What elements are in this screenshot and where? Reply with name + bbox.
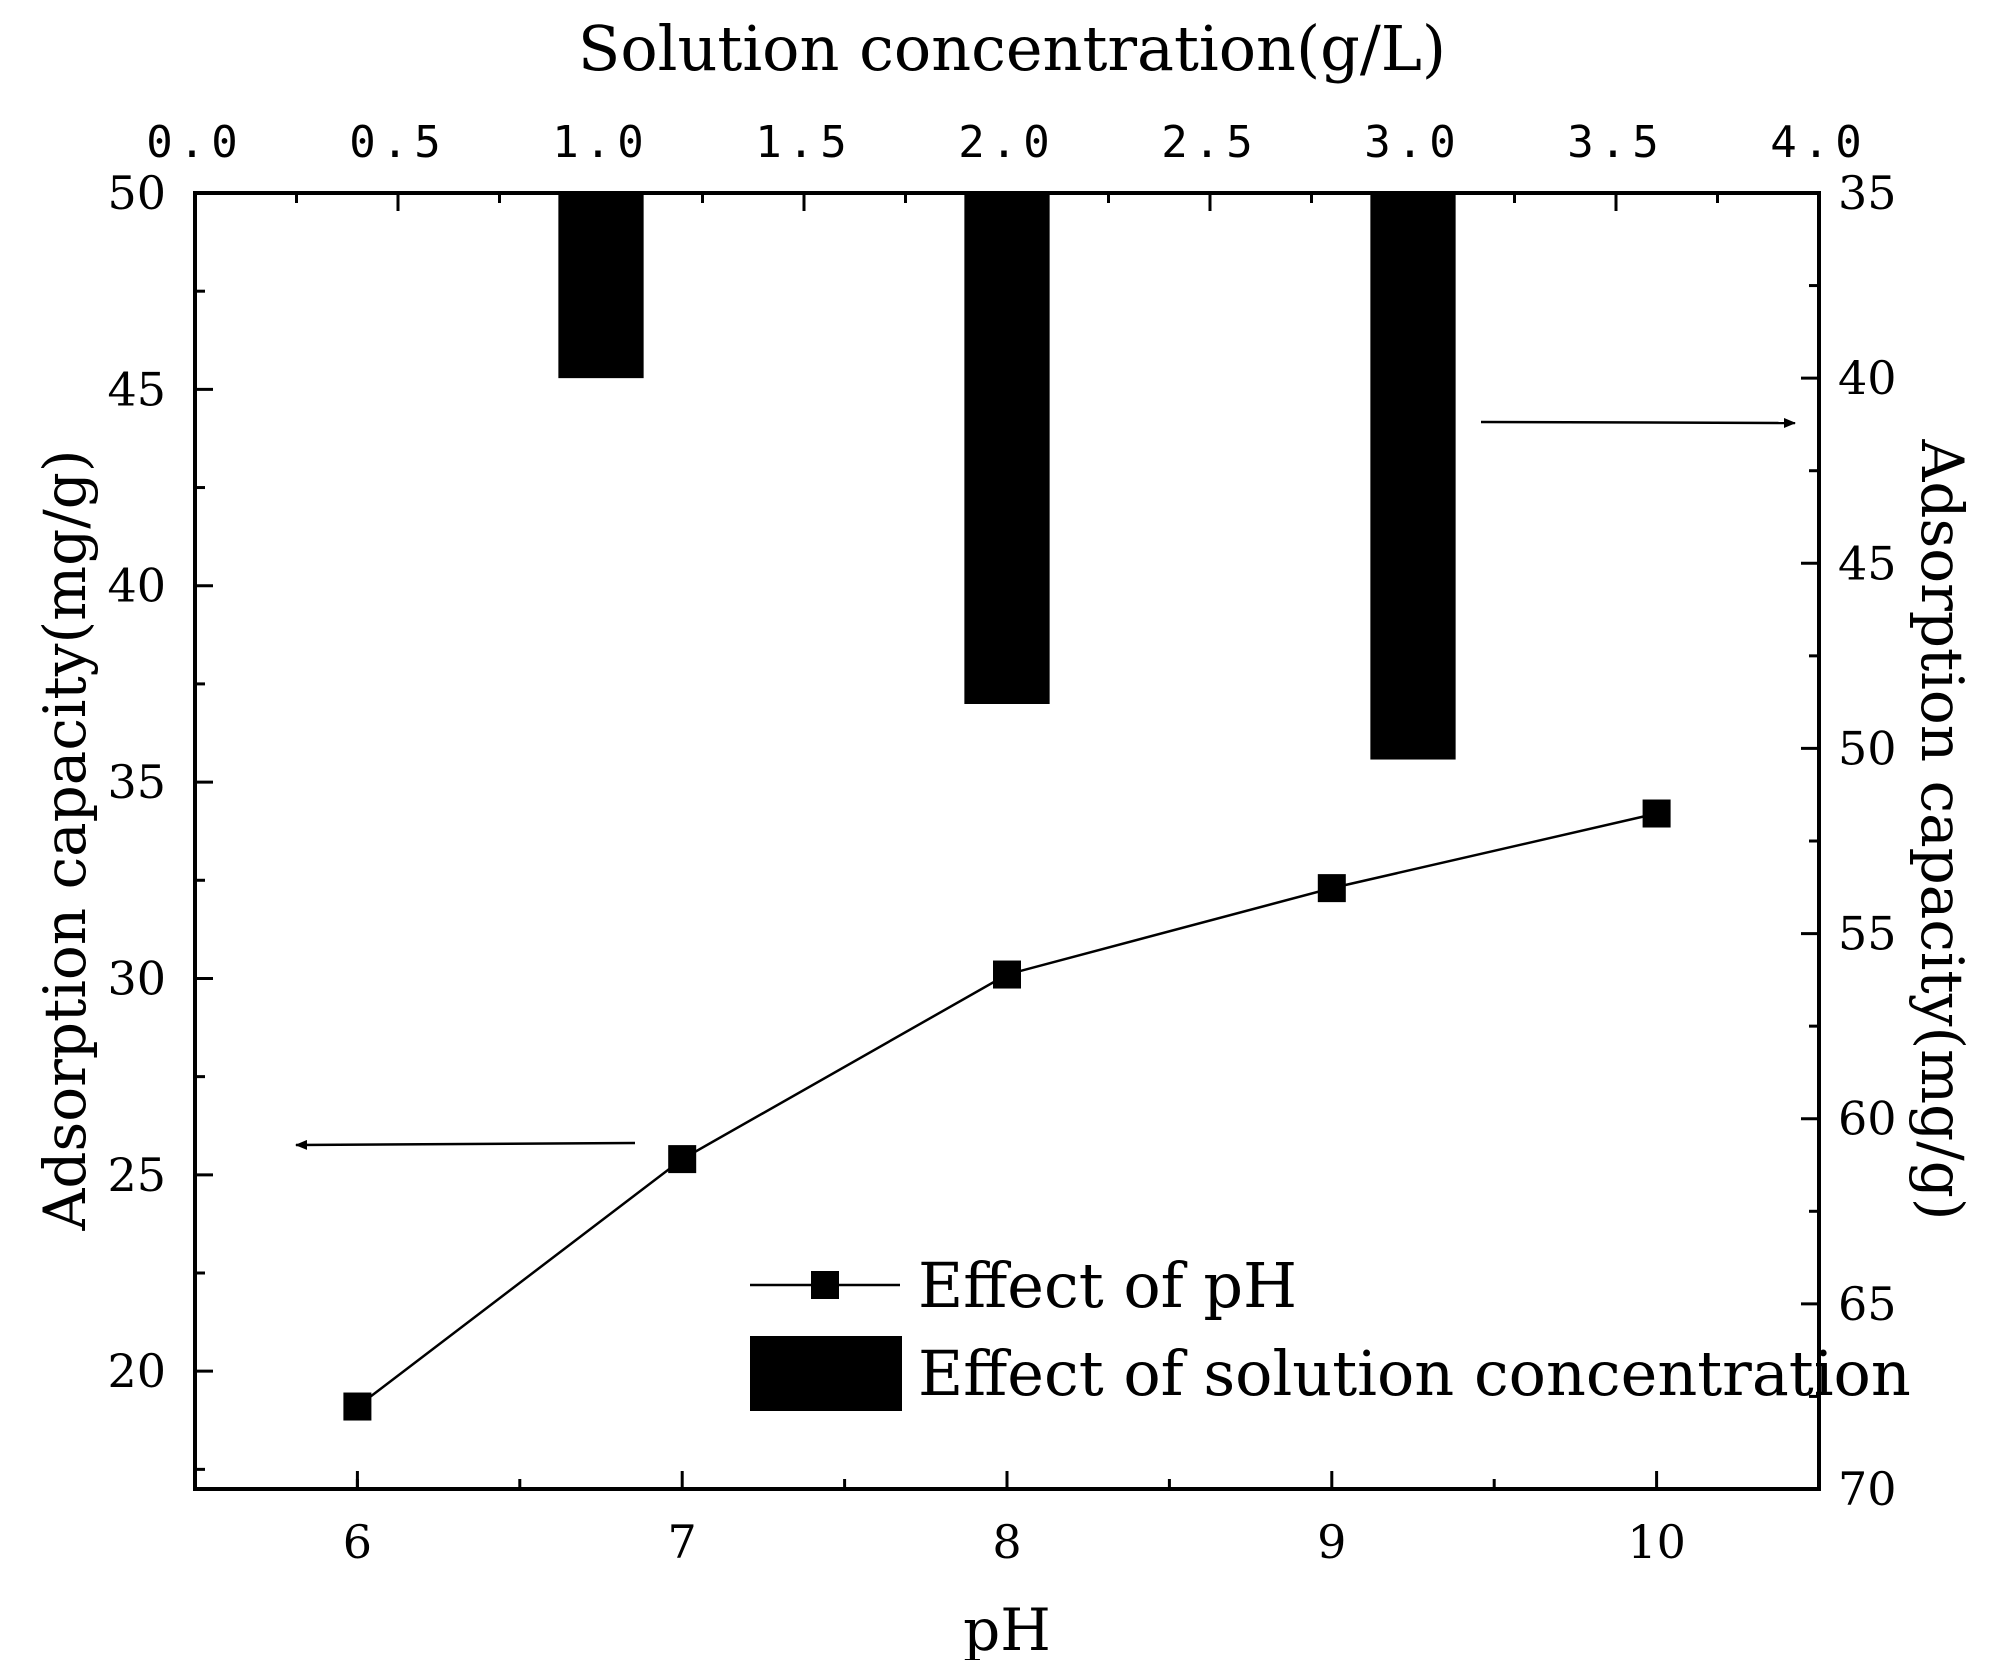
left-tick-label: 30 [107,951,166,1005]
left-tick-label: 25 [107,1148,166,1202]
top-tick-label: 4.0 [1770,117,1867,168]
top-tick-label: 0.5 [349,117,446,168]
left-tick-label: 20 [107,1344,166,1398]
bottom-tick-label: 10 [1627,1515,1686,1569]
line-series [343,799,1671,1421]
plot-frame [193,191,1821,1491]
ph-point [1317,874,1346,903]
left-axis-ticks: 20 25 30 35 40 45 50 [107,166,213,1471]
legend: Effect of pH Effect of solution concentr… [750,1249,1911,1411]
bottom-tick-label: 7 [668,1515,697,1569]
bottom-tick-label: 9 [1317,1515,1346,1569]
top-tick-label: 2.0 [958,117,1055,168]
ph-point [1642,799,1671,828]
left-tick-label: 50 [107,166,166,220]
right-axis-title: Adsorption capacity(mg/g) [1908,438,1976,1220]
legend-label-ph: Effect of pH [918,1249,1297,1322]
bottom-tick-label: 8 [992,1515,1021,1569]
right-tick-label: 40 [1838,351,1897,405]
right-arrow [1480,417,1796,428]
right-tick-label: 60 [1838,1092,1897,1146]
bottom-axis-ticks: 6 7 8 9 10 [343,1471,1686,1569]
left-tick-label: 45 [107,362,166,416]
bottom-tick-label: 6 [343,1515,372,1569]
right-tick-label: 50 [1838,721,1897,775]
left-tick-label: 40 [107,559,166,613]
top-tick-label: 1.5 [755,117,852,168]
legend-bar-swatch [750,1336,902,1411]
top-tick-label: 3.0 [1364,117,1461,168]
left-tick-label: 35 [107,755,166,809]
right-tick-label: 35 [1838,166,1897,220]
right-tick-label: 55 [1838,907,1897,961]
top-tick-label: 1.0 [552,117,649,168]
ph-point [343,1392,372,1421]
legend-label-concentration: Effect of solution concentration [918,1337,1911,1410]
right-tick-label: 70 [1838,1462,1897,1516]
left-axis-title: Adsorption capacity(mg/g) [31,449,99,1231]
top-axis-ticks: 0.0 0.5 1.0 1.5 2.0 2.5 3.0 3.5 4.0 [146,117,1867,211]
top-tick-label: 0.0 [146,117,243,168]
ph-point [993,960,1021,989]
bar [1370,193,1456,760]
right-axis-ticks: 35 40 45 50 55 60 65 70 [1801,166,1897,1516]
bar [964,193,1050,704]
top-tick-label: 2.5 [1161,117,1258,168]
bottom-axis-title: pH [963,1596,1051,1660]
right-tick-label: 45 [1838,536,1897,590]
left-arrow [295,1139,636,1150]
top-tick-label: 3.5 [1567,117,1664,168]
legend-square-marker [811,1271,839,1299]
right-tick-label: 65 [1838,1277,1897,1331]
top-axis-title: Solution concentration(g/L) [578,12,1446,85]
ph-point [668,1145,697,1174]
bar-series [558,193,1456,760]
bar [558,193,644,379]
